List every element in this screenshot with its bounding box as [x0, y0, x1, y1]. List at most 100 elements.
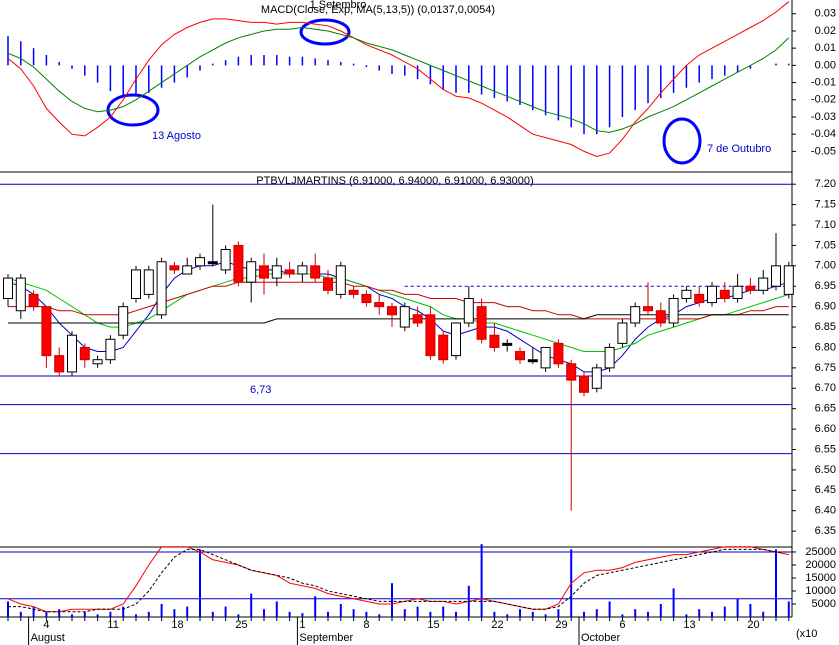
- y-tick-label: 6.65: [815, 403, 836, 415]
- candle-body: [259, 265, 269, 279]
- candle-body: [54, 355, 65, 373]
- x-tick-label: 6: [619, 619, 625, 631]
- annotation: 1 Setembro: [310, 0, 367, 11]
- line: [7, 1, 790, 158]
- candle-body: [694, 293, 705, 304]
- candle-body: [323, 277, 333, 291]
- y-tick-label: 6.85: [815, 321, 836, 333]
- y-tick-label: 6.90: [815, 301, 836, 313]
- candle-body: [681, 289, 692, 299]
- candle-body: [425, 314, 436, 357]
- candle-body: [246, 261, 257, 283]
- x-tick-label: 15: [427, 619, 439, 631]
- candle-body: [233, 244, 244, 283]
- candle-body: [310, 265, 321, 279]
- candle-body: [668, 297, 679, 324]
- candle-body: [579, 375, 589, 393]
- candle-body: [476, 306, 487, 340]
- candle-body: [758, 277, 769, 291]
- candle-body: [3, 277, 13, 299]
- y-tick-label: 6.40: [815, 505, 836, 517]
- month-label: August: [31, 632, 65, 644]
- candle-body: [169, 265, 180, 271]
- candle-body: [387, 306, 397, 316]
- y-tick-label: -0.02: [811, 94, 836, 106]
- y-tick-label: 7.10: [815, 219, 836, 231]
- x-tick-label: 8: [363, 619, 369, 631]
- unit-label: (x10: [796, 628, 817, 640]
- x-tick-label: 13: [683, 619, 695, 631]
- y-tick-label: 6.35: [815, 525, 836, 537]
- candle-body: [604, 346, 615, 369]
- candle-body: [143, 269, 154, 295]
- line: [7, 273, 789, 352]
- x-tick-label: 29: [555, 619, 567, 631]
- candle-body: [297, 265, 308, 275]
- y-tick-label: 6.75: [815, 362, 836, 374]
- y-tick-label: 7.20: [815, 178, 836, 190]
- candle-body: [438, 334, 449, 361]
- candle-body: [591, 367, 602, 389]
- y-tick-label: 6.60: [815, 423, 836, 435]
- x-tick-label: 1: [299, 619, 305, 631]
- y-tick-label: 7.05: [815, 239, 836, 251]
- y-tick-label: 0.01: [815, 42, 836, 54]
- x-tick-label: 20: [747, 619, 759, 631]
- y-tick-label: 6.80: [815, 341, 836, 353]
- y-tick-label: 25000: [805, 546, 836, 558]
- x-tick-label: 22: [491, 619, 503, 631]
- candle-body: [348, 289, 359, 295]
- candle-body: [335, 265, 346, 295]
- line: [8, 548, 789, 613]
- x-tick-label: 4: [43, 619, 49, 631]
- y-tick-label: 15000: [805, 572, 836, 584]
- candle-body: [79, 346, 90, 361]
- y-tick-label: 0.03: [815, 8, 836, 20]
- y-tick-label: 0.00: [815, 59, 836, 71]
- candle-body: [771, 265, 781, 287]
- candle-body: [463, 297, 474, 324]
- highlight-ellipse: [299, 18, 351, 46]
- y-tick-label: -0.04: [811, 128, 836, 140]
- y-tick-label: 6.50: [815, 464, 836, 476]
- candle-body: [412, 314, 423, 324]
- y-tick-label: 6.55: [815, 443, 836, 455]
- x-tick-label: 25: [235, 619, 247, 631]
- candle-body: [655, 310, 666, 324]
- candle-body: [361, 293, 372, 304]
- annotation: 7 de Outubro: [707, 143, 771, 155]
- candle-body: [28, 293, 39, 308]
- candle-body: [118, 306, 129, 336]
- candle-body: [745, 285, 756, 291]
- y-tick-label: -0.01: [811, 76, 836, 88]
- candle-body: [502, 342, 513, 346]
- x-tick-label: 11: [107, 619, 118, 631]
- line: [7, 546, 789, 613]
- candle-body: [41, 306, 52, 357]
- candle-body: [220, 249, 231, 271]
- y-tick-label: 20000: [805, 559, 836, 571]
- candle-body: [566, 363, 577, 381]
- y-tick-label: -0.05: [811, 145, 836, 157]
- candle-body: [284, 269, 295, 275]
- candle-body: [643, 306, 653, 312]
- candle-body: [374, 302, 385, 308]
- y-tick-label: -0.03: [811, 111, 836, 123]
- price-title: PTBVLJMARTINS (6.91000, 6.94000, 6.91000…: [256, 175, 533, 187]
- candle-body: [399, 306, 410, 328]
- candle-body: [271, 265, 282, 279]
- y-tick-label: 6.70: [815, 382, 836, 394]
- macd-title: MACD(Close, Exp, MA(5,13,5)) (0,0137,0,0…: [261, 4, 495, 16]
- candle-body: [630, 306, 641, 324]
- y-tick-label: 7.15: [815, 199, 836, 211]
- candle-body: [553, 342, 564, 365]
- candle-body: [131, 269, 141, 299]
- month-label: September: [299, 632, 353, 644]
- candle-body: [719, 289, 730, 299]
- candle-body: [156, 261, 167, 316]
- line: [7, 26, 790, 133]
- y-tick-label: 10000: [805, 585, 836, 597]
- candle-body: [489, 334, 500, 348]
- candle-body: [515, 351, 525, 361]
